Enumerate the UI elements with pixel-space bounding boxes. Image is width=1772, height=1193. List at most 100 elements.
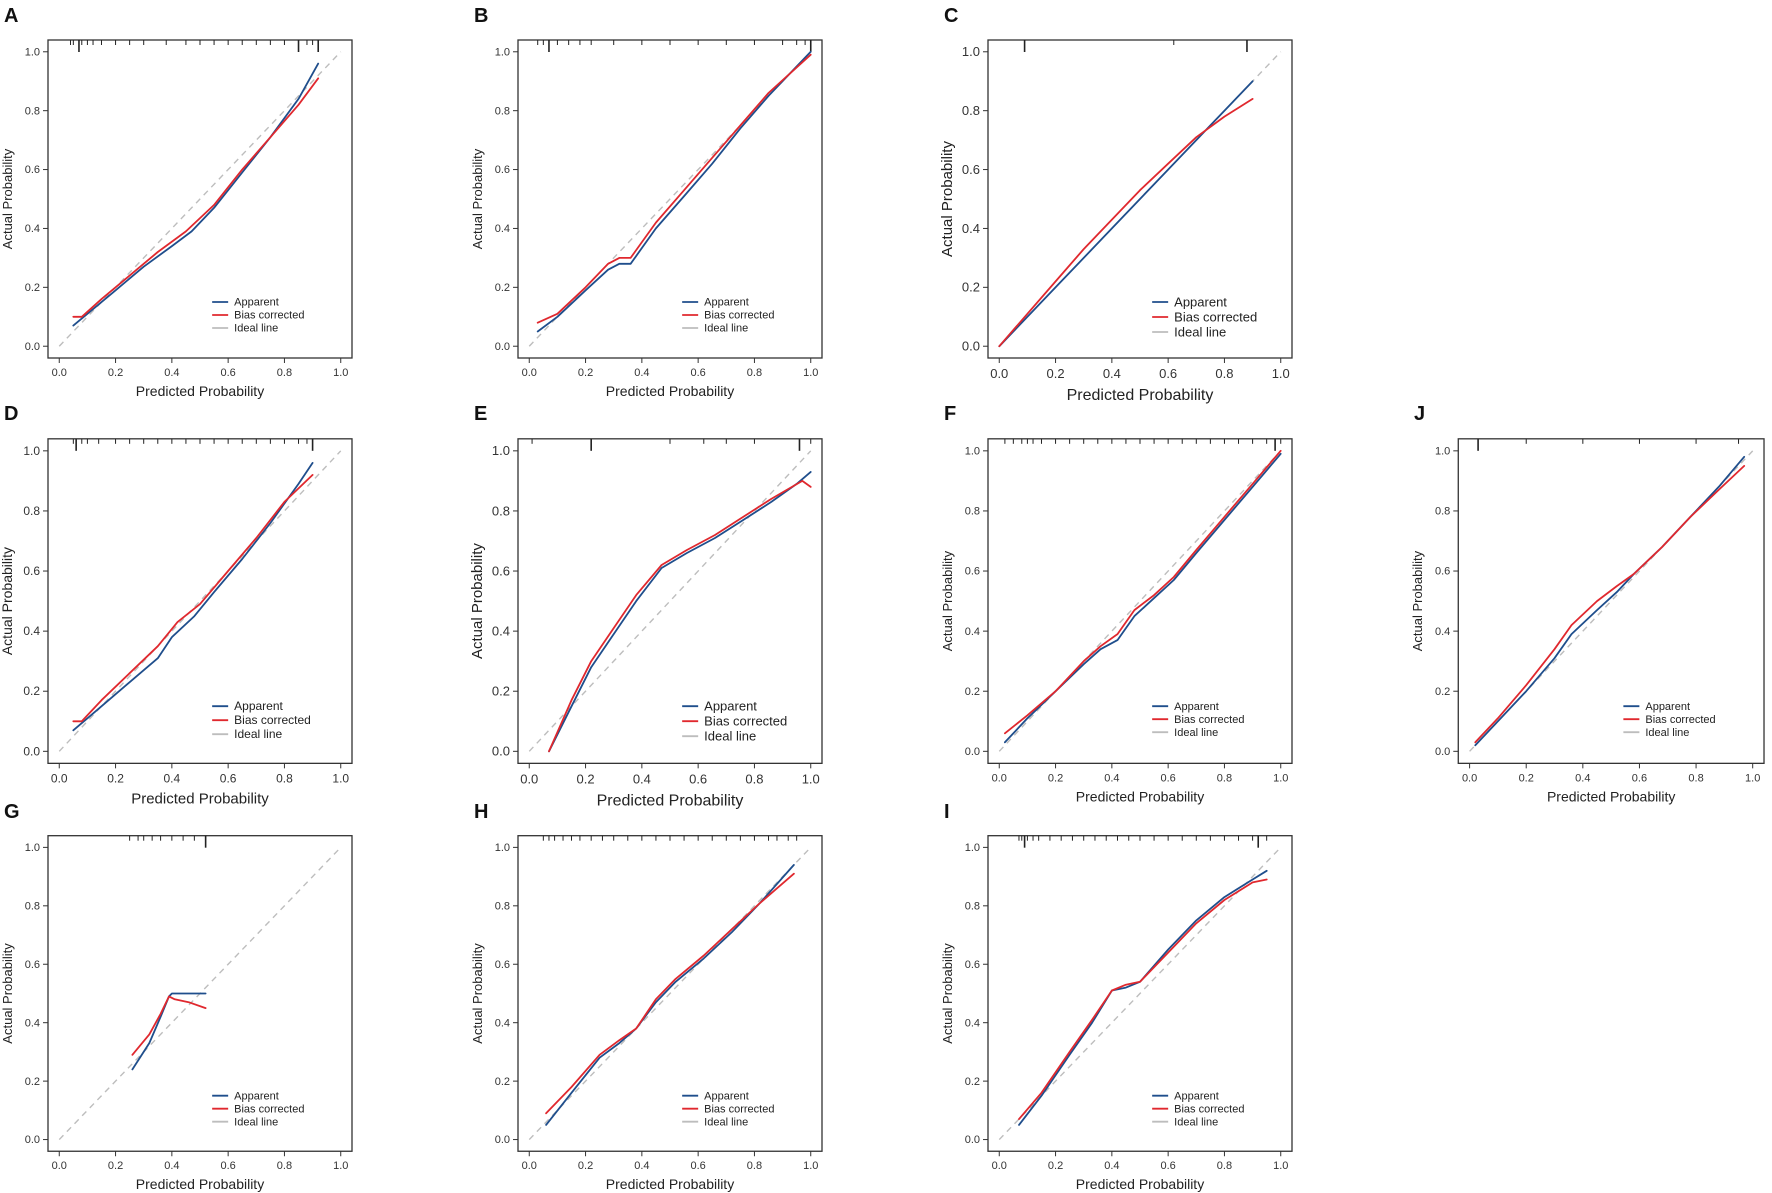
x-tick-label: 0.8 [277, 367, 292, 379]
legend-label: Ideal line [1645, 727, 1689, 739]
x-tick-label: 0.8 [1215, 366, 1233, 381]
legend-label: Apparent [704, 297, 749, 309]
x-tick-label: 0.8 [1217, 1160, 1232, 1172]
y-tick-label: 0.8 [965, 900, 980, 912]
panel-d: D 0.0 0.2 0.4 0.6 0.8 1.0 0.0 0.2 0.4 0.6 0.8 1.0 Pre… [0, 403, 353, 807]
y-tick-label: 0.2 [962, 280, 980, 295]
y-tick-label: 1.0 [965, 446, 980, 458]
rug-marks [1023, 40, 1248, 52]
x-tick-label: 0.0 [992, 1160, 1007, 1172]
x-tick-label: 0.6 [220, 1160, 235, 1172]
bias-corrected-line [1004, 449, 1282, 735]
y-axis-label: Actual Probability [469, 543, 486, 659]
bias-corrected-line [548, 480, 812, 753]
x-tick-label: 1.0 [803, 367, 818, 379]
x-tick-label: 0.6 [689, 771, 707, 786]
x-tick-label: 1.0 [1273, 772, 1288, 784]
x-tick-label: 0.4 [164, 1160, 179, 1172]
panel-letter: H [474, 801, 488, 823]
panel-letter: E [474, 403, 487, 425]
x-tick-label: 0.0 [1462, 772, 1477, 784]
panel-letter: F [944, 403, 956, 425]
legend-label: Apparent [704, 1090, 749, 1102]
bias-corrected-line [545, 872, 795, 1115]
y-tick-label: 0.8 [962, 103, 980, 118]
rug-marks [537, 40, 812, 52]
axes: 0.0 0.2 0.4 0.6 0.8 1.0 0.0 0.2 0.4 0.6 0.8 1.0 [25, 46, 349, 379]
y-tick-label: 0.4 [23, 624, 40, 638]
x-axis-label: Predicted Probability [597, 792, 744, 809]
apparent-line [1018, 869, 1268, 1126]
legend-label: Apparent [1174, 294, 1227, 309]
apparent-line [548, 471, 812, 753]
y-tick-label: 0.0 [25, 341, 40, 353]
y-tick-label: 0.0 [492, 744, 510, 759]
x-tick-label: 0.4 [164, 367, 179, 379]
x-axis-label: Predicted Probability [1547, 788, 1675, 804]
rug-marks [531, 438, 812, 451]
plot-frame [1457, 438, 1765, 764]
x-tick-label: 0.2 [107, 771, 124, 785]
x-tick-label: 0.0 [522, 367, 537, 379]
legend-label: Bias corrected [704, 714, 787, 729]
x-tick-label: 0.4 [164, 771, 181, 785]
y-tick-label: 0.8 [25, 105, 40, 117]
legend-label: Apparent [234, 1090, 279, 1102]
y-tick-label: 0.6 [23, 564, 40, 578]
bias-corrected-line [1018, 878, 1268, 1121]
panel-letter: J [1414, 403, 1425, 425]
y-tick-label: 0.8 [23, 504, 40, 518]
x-tick-label: 1.0 [333, 367, 348, 379]
axes: 0.0 0.2 0.4 0.6 0.8 1.0 0.0 0.2 0.4 0.6 0.8 1.0 [492, 443, 820, 786]
x-tick-label: 0.2 [1519, 772, 1534, 784]
x-tick-label: 0.4 [1575, 772, 1590, 784]
plot-frame [987, 39, 1293, 359]
legend-label: Bias corrected [704, 1103, 774, 1115]
legend-label: Apparent [234, 699, 283, 713]
axes: 0.0 0.2 0.4 0.6 0.8 1.0 0.0 0.2 0.4 0.6 0.8 1.0 [495, 46, 819, 379]
y-tick-label: 0.8 [25, 900, 40, 912]
legend-label: Apparent [234, 297, 279, 309]
y-tick-label: 0.6 [492, 563, 510, 578]
apparent-line [72, 62, 320, 327]
y-axis-label: Actual Probability [470, 148, 485, 249]
y-tick-label: 0.6 [965, 959, 980, 971]
ideal-line [998, 450, 1282, 752]
x-tick-label: 0.8 [747, 367, 762, 379]
panel-letter: D [4, 403, 18, 425]
x-tick-label: 0.4 [1103, 366, 1121, 381]
x-tick-label: 0.6 [1159, 366, 1177, 381]
apparent-line [72, 462, 314, 732]
bias-corrected-line [536, 53, 812, 324]
x-tick-label: 0.8 [1217, 772, 1232, 784]
legend-label: Bias corrected [1174, 1103, 1244, 1115]
ideal-line [528, 846, 812, 1141]
y-tick-label: 0.4 [962, 221, 980, 236]
axes: 0.0 0.2 0.4 0.6 0.8 1.0 0.0 0.2 0.4 0.6 0.8 1.0 [495, 842, 819, 1172]
y-tick-label: 1.0 [1435, 446, 1450, 458]
x-tick-label: 0.6 [690, 1160, 705, 1172]
y-tick-label: 0.2 [23, 684, 40, 698]
y-tick-label: 1.0 [495, 842, 510, 854]
rug-marks [70, 40, 320, 52]
x-tick-label: 0.6 [1160, 772, 1175, 784]
y-tick-label: 1.0 [495, 46, 510, 58]
y-tick-label: 0.0 [1435, 746, 1450, 758]
y-tick-label: 0.4 [492, 623, 510, 638]
y-tick-label: 0.8 [965, 506, 980, 518]
y-tick-label: 0.6 [495, 959, 510, 971]
bias-corrected-line [72, 474, 314, 723]
plot-frame [47, 835, 353, 1152]
y-axis-label: Actual Probability [0, 547, 15, 655]
x-axis-label: Predicted Probability [136, 383, 264, 399]
y-tick-label: 0.2 [25, 1076, 40, 1088]
y-tick-label: 0.2 [965, 1076, 980, 1088]
panel-letter: G [4, 801, 20, 823]
panel-i: I 0.0 0.2 0.4 0.6 0.8 1.0 0.0 0.2 0.4 0.6 0.8 1.0 Pre… [940, 801, 1293, 1192]
